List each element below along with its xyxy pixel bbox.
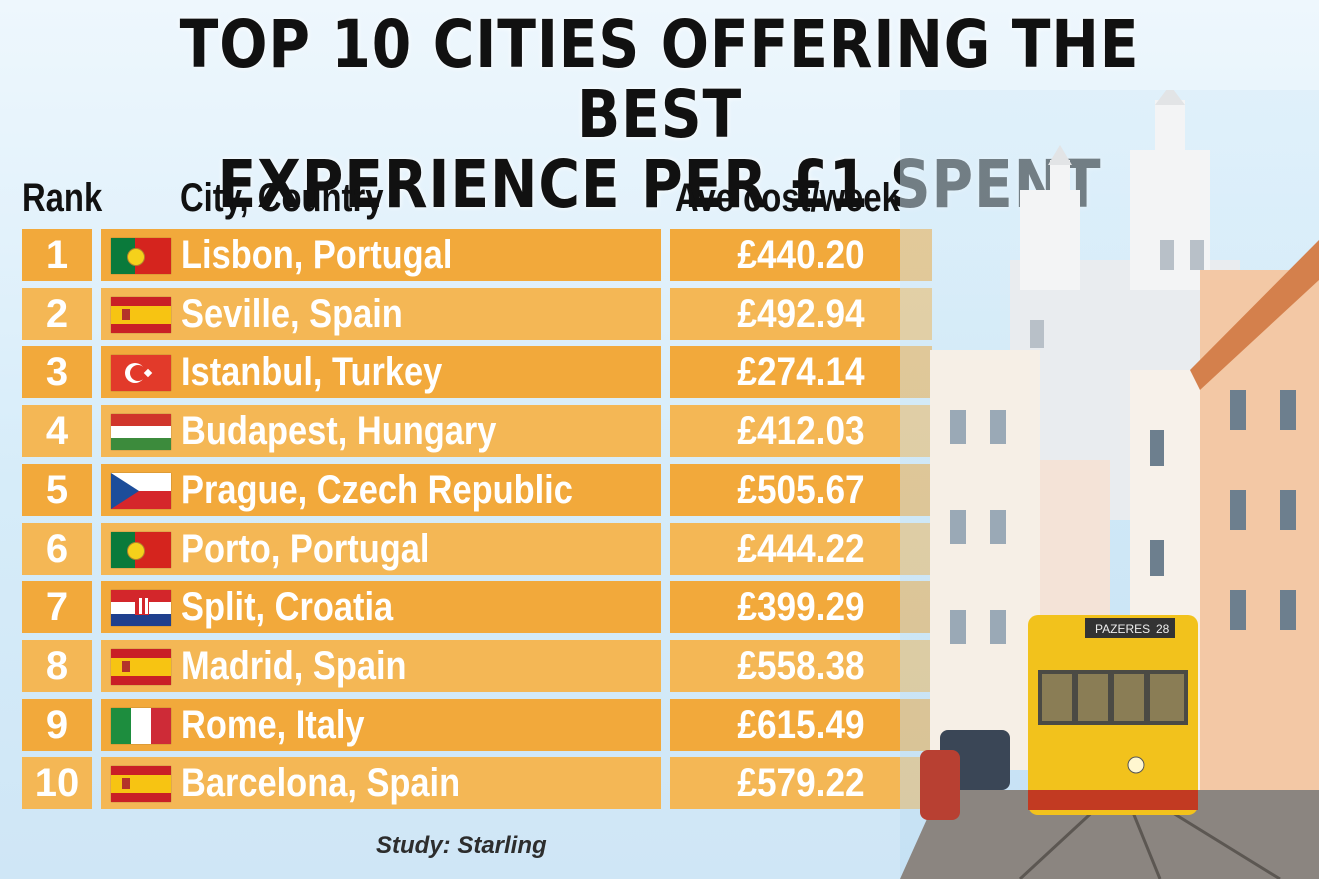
cost-cell: £440.20 [670,229,932,281]
croatia-flag-icon [111,590,171,626]
portugal-flag-icon [111,238,171,274]
cost-cell: £444.22 [670,523,932,575]
cost-cell: £412.03 [670,405,932,457]
cost-value: £558.38 [737,644,865,688]
city-name: Istanbul, Turkey [181,350,443,394]
cost-value: £399.29 [737,585,865,629]
cost-value: £444.22 [737,527,865,571]
spain-flag-icon [111,297,171,333]
cost-value: £579.22 [737,761,865,805]
rank-cell: 3 [22,346,92,398]
source-credit: Study: Starling [376,832,547,859]
right-buildings [1130,240,1319,810]
cost-cell: £492.94 [670,288,932,340]
rank-cell: 5 [22,464,92,516]
rank-cell: 10 [22,757,92,809]
cost-cell: £579.22 [670,757,932,809]
city-cell: Rome, Italy [101,699,661,751]
parked-car [920,750,960,820]
portugal-flag-icon [111,532,171,568]
cost-cell: £615.49 [670,699,932,751]
city-cell: Prague, Czech Republic [101,464,661,516]
city-cell: Lisbon, Portugal [101,229,661,281]
cobblestone-street [900,790,1319,879]
city-name: Porto, Portugal [181,527,430,571]
cost-value: £492.94 [737,292,865,336]
city-name: Prague, Czech Republic [181,468,573,512]
italy-flag-icon [111,708,171,744]
table-row: 5 Prague, Czech Republic £505.67 [22,464,932,516]
cost-cell: £505.67 [670,464,932,516]
table-row: 9 Rome, Italy £615.49 [22,699,932,751]
rank-cell: 6 [22,523,92,575]
city-name: Budapest, Hungary [181,409,497,453]
city-cell: Istanbul, Turkey [101,346,661,398]
city-name: Barcelona, Spain [181,761,461,805]
city-cell: Seville, Spain [101,288,661,340]
rank-cell: 2 [22,288,92,340]
city-cell: Budapest, Hungary [101,405,661,457]
lisbon-street-photo: PAZERES 28 [900,90,1319,879]
cost-value: £412.03 [737,409,865,453]
city-name: Rome, Italy [181,703,365,747]
column-header-city: City, Country [180,176,384,220]
title-line-1: TOP 10 CITIES OFFERING THE BEST [179,6,1140,153]
yellow-tram: PAZERES 28 [1028,615,1198,815]
city-name: Lisbon, Portugal [181,233,453,277]
tram-destination-sign: PAZERES [1095,622,1150,636]
rank-value: 7 [45,585,69,629]
rank-value: 4 [45,409,69,453]
column-header-rank: Rank [22,176,103,220]
cost-cell: £274.14 [670,346,932,398]
table-row: 2 Seville, Spain £492.94 [22,288,932,340]
table-row: 10 Barcelona, Spain £579.22 [22,757,932,809]
spain-flag-icon [111,649,171,685]
rank-cell: 1 [22,229,92,281]
cost-cell: £558.38 [670,640,932,692]
cost-value: £505.67 [737,468,865,512]
city-cell: Barcelona, Spain [101,757,661,809]
city-cell: Porto, Portugal [101,523,661,575]
spain-flag-icon [111,766,171,802]
rank-cell: 4 [22,405,92,457]
rank-value: 9 [45,703,69,747]
rank-value: 10 [34,761,80,805]
turkey-flag-icon [111,355,171,391]
cost-value: £440.20 [737,233,865,277]
city-cell: Madrid, Spain [101,640,661,692]
rank-value: 6 [45,527,69,571]
rank-value: 5 [45,468,69,512]
city-cell: Split, Croatia [101,581,661,633]
rank-cell: 8 [22,640,92,692]
city-name: Split, Croatia [181,585,394,629]
czech-flag-icon [111,473,171,509]
tram-number: 28 [1156,622,1170,636]
cost-value: £615.49 [737,703,865,747]
rank-value: 1 [45,233,69,277]
rank-value: 3 [45,350,69,394]
table-row: 4 Budapest, Hungary £412.03 [22,405,932,457]
column-header-cost: Ave cost/week [675,176,900,220]
table-row: 7 Split, Croatia £399.29 [22,581,932,633]
table-row: 1 Lisbon, Portugal £440.20 [22,229,932,281]
rank-cell: 9 [22,699,92,751]
rank-cell: 7 [22,581,92,633]
table-row: 3 Istanbul, Turkey £274.14 [22,346,932,398]
table-row: 8 Madrid, Spain £558.38 [22,640,932,692]
hungary-flag-icon [111,414,171,450]
city-name: Madrid, Spain [181,644,407,688]
table-row: 6 Porto, Portugal £444.22 [22,523,932,575]
rank-value: 2 [45,292,69,336]
city-name: Seville, Spain [181,292,403,336]
rank-value: 8 [45,644,69,688]
cost-value: £274.14 [737,350,865,394]
cost-cell: £399.29 [670,581,932,633]
